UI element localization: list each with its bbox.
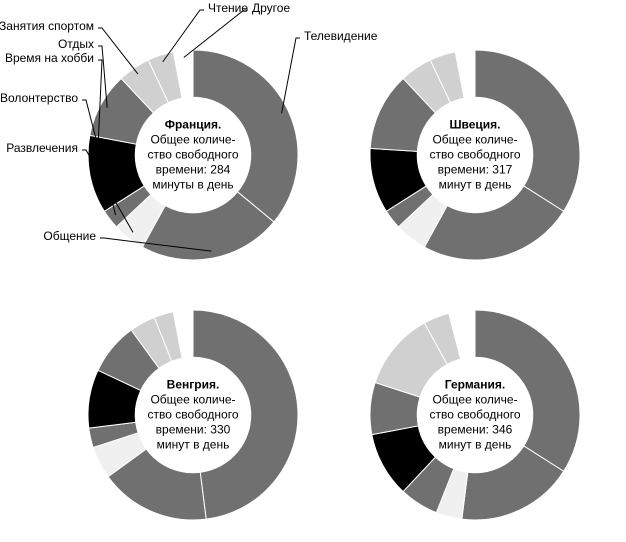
- donut-chart-hungary: Венгрия.Общее количе-ство свободноговрем…: [88, 310, 298, 520]
- category-label-social: Общение: [43, 230, 96, 243]
- donut-chart-sweden: Швеция.Общее количе-ство свободноговреме…: [370, 50, 580, 260]
- slice-tv: [193, 310, 298, 519]
- donut-chart-germany: Германия.Общее количе-ство свободноговре…: [370, 310, 580, 520]
- slice-tv: [475, 310, 580, 471]
- donut-chart-france: Франция.Общее количе-ство свободноговрем…: [88, 50, 298, 260]
- figure-stage: Франция.Общее количе-ство свободноговрем…: [0, 0, 626, 542]
- category-label-other: Другое: [252, 2, 290, 15]
- category-label-sport: Занятия спортом: [0, 20, 94, 33]
- category-label-reading: Чтение: [208, 2, 248, 15]
- category-label-tv: Телевидение: [304, 30, 377, 43]
- category-label-fun: Развлечения: [6, 142, 78, 155]
- category-label-rest: Отдых: [58, 38, 94, 51]
- category-label-hobby: Время на хобби: [5, 52, 94, 65]
- slice-tv: [193, 50, 298, 222]
- slice-tv: [475, 50, 580, 211]
- category-label-volunteer: Волонтерство: [0, 92, 78, 105]
